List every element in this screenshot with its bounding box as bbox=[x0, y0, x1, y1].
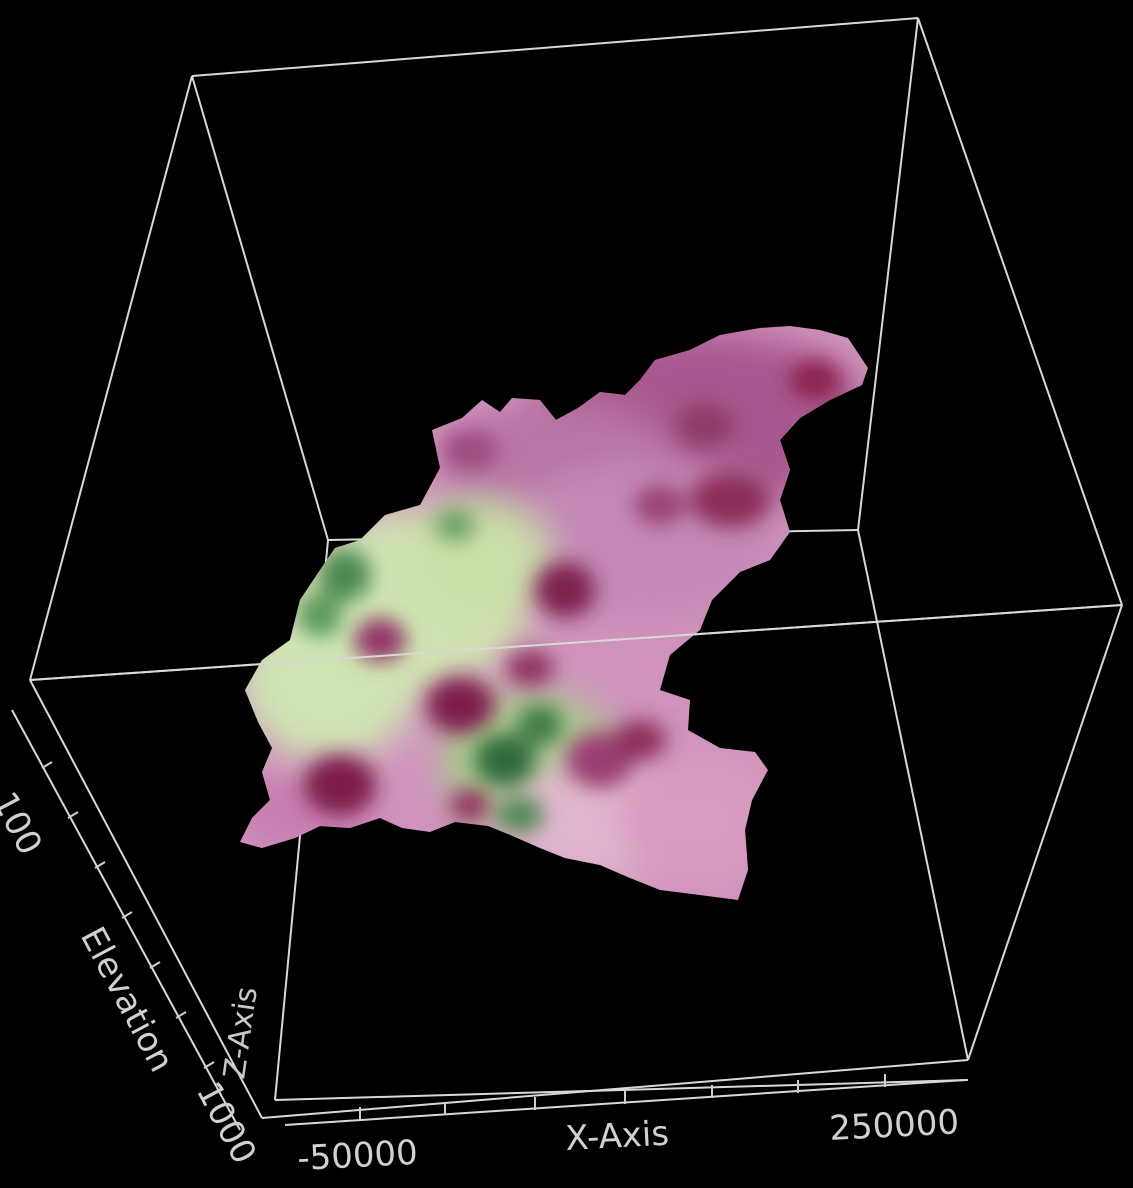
x-axis: -50000 X-Axis 250000 bbox=[284, 1074, 966, 1179]
x-tick-label-max: 250000 bbox=[828, 1102, 960, 1149]
x-tick-label-min: -50000 bbox=[296, 1133, 418, 1179]
y-tick-label-bottom: 1000 bbox=[188, 1075, 264, 1170]
z-axis-title: Z-Axis bbox=[217, 985, 265, 1081]
y-axis: 100 Elevation 1000 bbox=[0, 709, 264, 1171]
x-axis-title: X-Axis bbox=[564, 1114, 670, 1159]
front-edge bbox=[29, 604, 1123, 681]
y-axis-title: Elevation bbox=[72, 920, 181, 1078]
terrain-surface bbox=[240, 326, 868, 900]
y-tick-label-top: 100 bbox=[0, 785, 50, 861]
